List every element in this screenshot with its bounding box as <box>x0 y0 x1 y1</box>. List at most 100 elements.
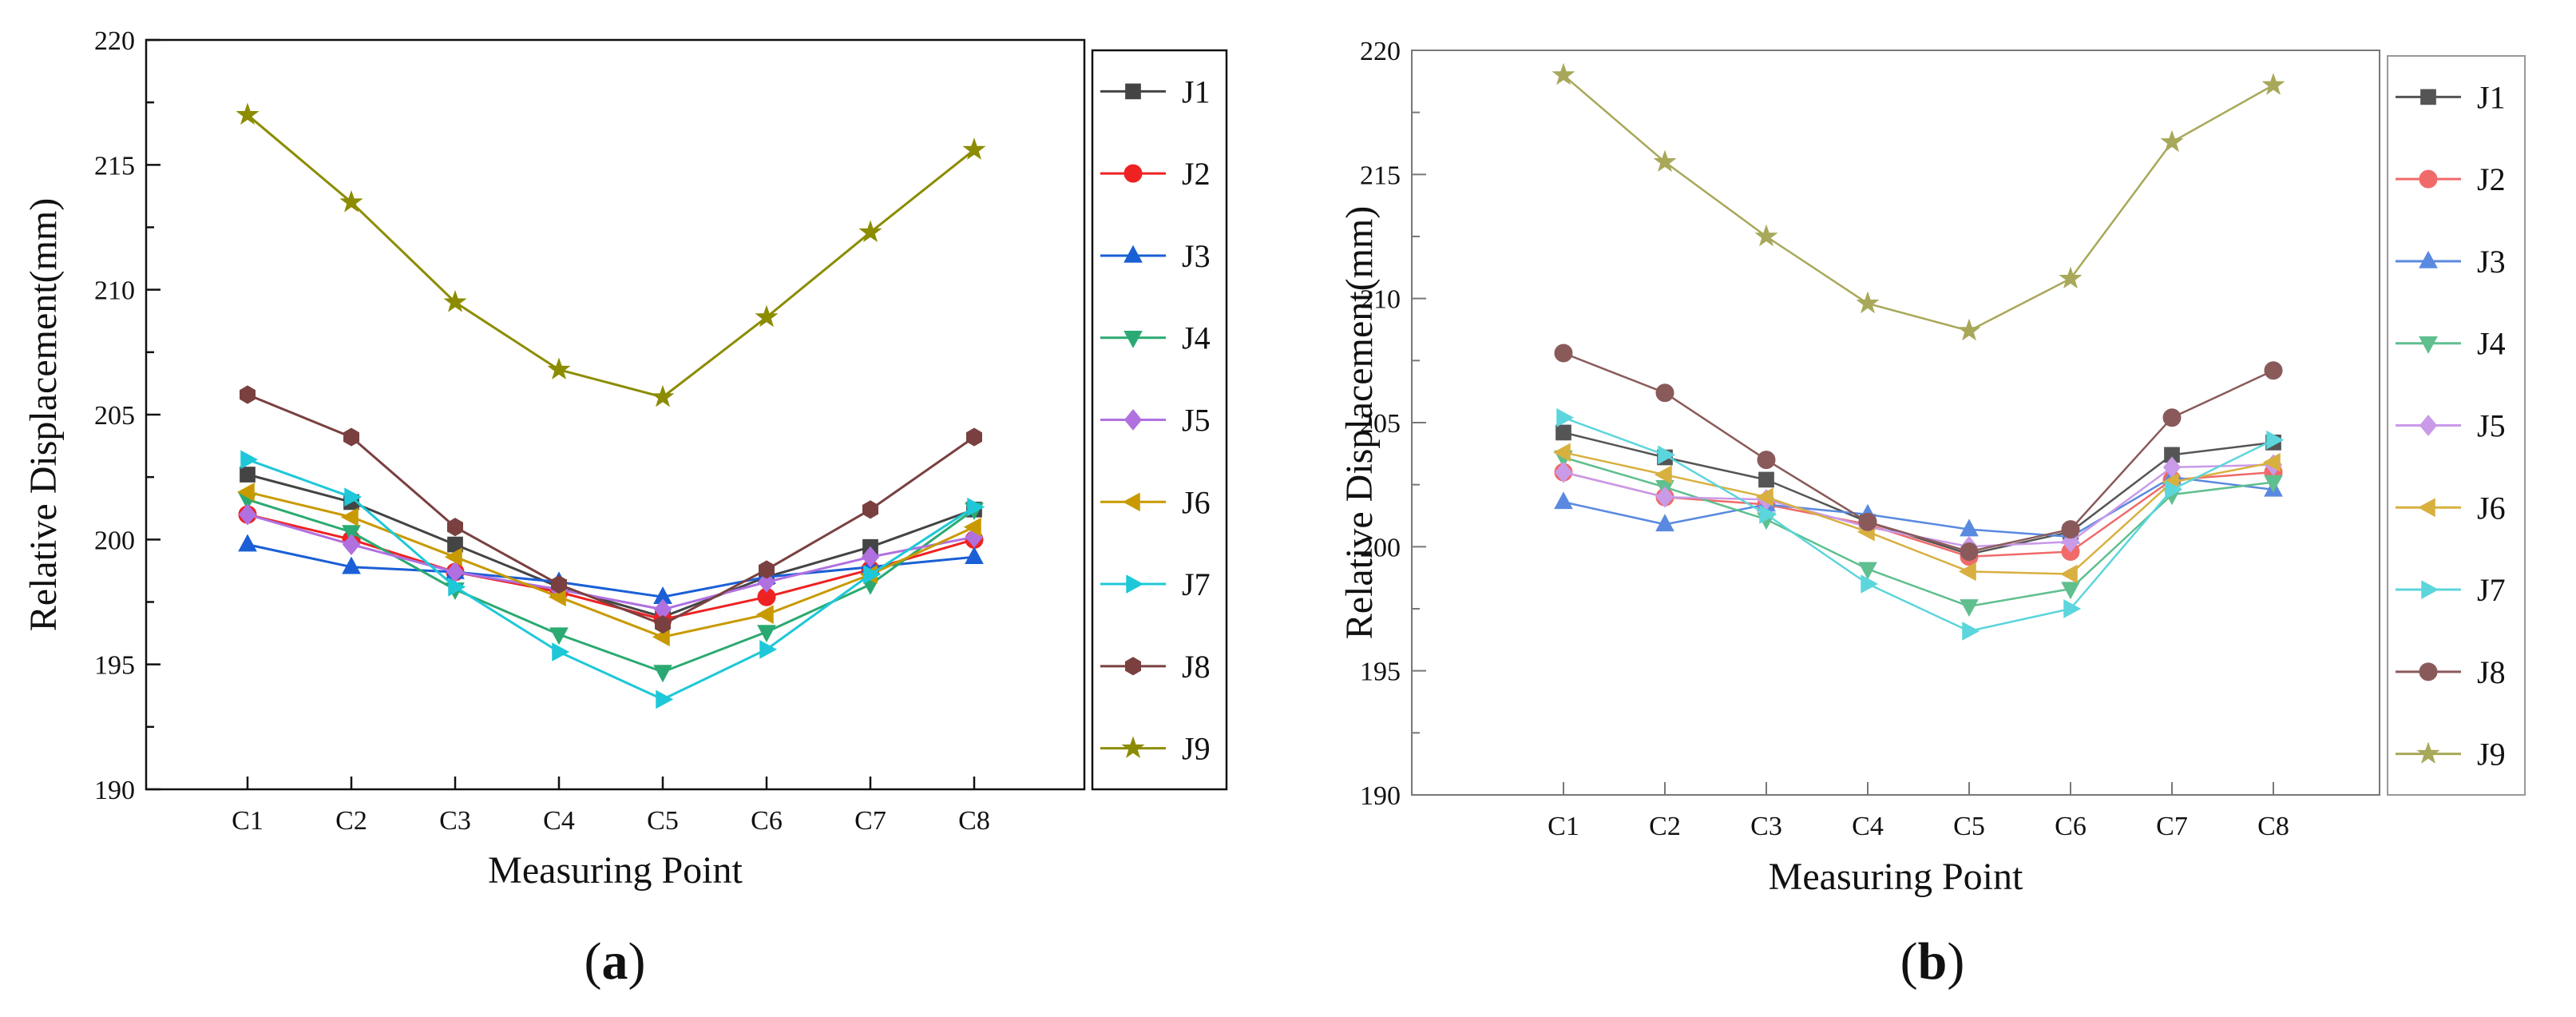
legend-label-a-J5: J5 <box>1182 403 1211 439</box>
data-point-a-J3-C1 <box>238 534 257 552</box>
data-point-b-J8-C3 <box>1757 451 1776 470</box>
y-tick-label-b-205: 205 <box>1360 409 1401 439</box>
panel-label-letter-a: a <box>602 932 628 991</box>
legend-marker-b-J7 <box>2421 580 2439 599</box>
data-point-b-J7-C4 <box>1861 574 1879 594</box>
data-point-b-J3-C2 <box>1655 514 1674 532</box>
x-axis-title-a: Measuring Point <box>488 849 743 892</box>
data-point-a-J5-C2 <box>342 534 361 556</box>
x-tick-label-b-C4: C4 <box>1852 812 1884 841</box>
data-point-a-J6-C8 <box>963 517 981 537</box>
legend-label-b-J9: J9 <box>2477 737 2506 773</box>
data-point-a-J7-C2 <box>344 487 363 507</box>
panel-label-open-b: ( <box>1900 932 1918 991</box>
data-point-a-J7-C7 <box>863 565 882 584</box>
data-point-b-J1-C3 <box>1758 471 1774 488</box>
x-tick-label-b-C3: C3 <box>1750 812 1782 841</box>
data-point-a-J9-C4 <box>547 357 571 380</box>
data-point-a-J7-C1 <box>240 450 259 470</box>
data-point-a-J9-C5 <box>651 384 675 407</box>
x-tick-label-b-C8: C8 <box>2257 812 2289 841</box>
data-point-b-J7-C3 <box>1759 505 1777 524</box>
legend-marker-b-J6 <box>2417 498 2435 518</box>
legend-label-a-J7: J7 <box>1182 566 1211 602</box>
data-point-a-J7-C4 <box>552 642 570 661</box>
data-point-a-J4-C2 <box>342 525 361 543</box>
series-line-b-J7 <box>1563 416 2274 633</box>
data-point-a-J3-C2 <box>342 556 361 574</box>
legend-label-a-J3: J3 <box>1182 238 1211 274</box>
panel-label-open-a: ( <box>585 932 602 991</box>
series-line-a-J6 <box>247 491 975 638</box>
data-point-b-J4-C6 <box>2061 582 2080 600</box>
data-point-b-J7-C8 <box>2266 430 2285 450</box>
series-line-b-J9 <box>1563 74 2274 332</box>
legend-marker-b-J5 <box>2419 415 2438 436</box>
legend-label-a-J1: J1 <box>1182 73 1211 109</box>
y-tick-label-a-205: 205 <box>94 401 135 431</box>
series-line-a-J1 <box>247 473 975 618</box>
x-tick-label-b-C7: C7 <box>2156 812 2188 841</box>
series-line-a-J3 <box>247 543 975 598</box>
legend-label-b-J1: J1 <box>2477 79 2506 115</box>
data-point-b-J7-C7 <box>2165 480 2183 499</box>
x-tick-label-a-C8: C8 <box>958 806 990 836</box>
data-point-b-J6-C6 <box>2059 564 2078 584</box>
data-point-a-J6-C3 <box>444 547 462 567</box>
x-tick-label-b-C1: C1 <box>1548 812 1579 841</box>
data-point-a-J3-C8 <box>965 546 984 564</box>
data-point-a-J8-C7 <box>862 500 878 519</box>
series-line-a-J4 <box>247 498 975 673</box>
y-tick-label-b-195: 195 <box>1360 657 1401 687</box>
x-tick-label-a-C4: C4 <box>543 806 575 836</box>
x-tick-label-a-C2: C2 <box>335 806 367 836</box>
chart-panel-a: 190 195 200 205 210 215 220 C1 C2 C3 C4 C5 C6 C7 C8 Rel… <box>22 26 1228 991</box>
data-point-a-J4-C6 <box>757 625 776 643</box>
data-point-b-J7-C2 <box>1658 445 1676 465</box>
data-point-a-J8-C1 <box>240 385 256 404</box>
legend-label-b-J5: J5 <box>2477 408 2506 444</box>
legend-label-b-J6: J6 <box>2477 490 2506 526</box>
data-point-a-J5-C1 <box>238 503 257 526</box>
legend-label-b-J2: J2 <box>2477 161 2506 197</box>
legend-label-b-J4: J4 <box>2477 326 2506 362</box>
x-tick-label-b-C6: C6 <box>2055 812 2087 841</box>
data-point-b-J1-C1 <box>1556 424 1571 441</box>
legend-marker-a-J9 <box>1121 736 1145 758</box>
y-tick-label-b-220: 220 <box>1360 37 1401 66</box>
data-point-a-J6-C2 <box>340 507 359 527</box>
legend-marker-b-J2 <box>2419 169 2438 189</box>
series-line-a-J8 <box>247 393 975 626</box>
series-line-b-J8 <box>1563 352 2274 553</box>
data-point-a-J7-C6 <box>759 640 778 659</box>
data-point-b-J9-C6 <box>2059 266 2083 289</box>
y-tick-label-b-215: 215 <box>1360 161 1401 190</box>
legend-label-b-J7: J7 <box>2477 572 2506 608</box>
data-point-b-J9-C2 <box>1653 149 1677 173</box>
data-point-b-J4-C8 <box>2264 475 2283 493</box>
panel-label-letter-b: b <box>1918 932 1948 991</box>
data-point-a-J6-C6 <box>755 605 774 624</box>
data-point-a-J7-C5 <box>656 689 674 709</box>
data-point-a-J5-C6 <box>757 571 776 593</box>
legend-label-a-J8: J8 <box>1182 649 1211 685</box>
x-tick-label-a-C6: C6 <box>751 806 783 836</box>
data-point-a-J8-C8 <box>966 427 982 447</box>
legend-label-a-J4: J4 <box>1182 320 1211 356</box>
data-point-b-J9-C4 <box>1856 291 1880 314</box>
y-axis-title-b: Relative Displacement(mm) <box>1338 206 1381 639</box>
x-axis-title-b: Measuring Point <box>1769 856 2023 898</box>
data-point-a-J9-C2 <box>339 189 363 213</box>
chart-panel-b: 190 195 200 205 210 215 220 C1 C2 C3 C4 C5 C6 C7 C8 Rel… <box>1338 37 2526 991</box>
data-point-a-J8-C2 <box>343 427 359 447</box>
data-point-b-J8-C8 <box>2264 361 2283 380</box>
legend-marker-b-J4 <box>2419 336 2438 354</box>
data-point-b-J8-C1 <box>1554 344 1573 363</box>
panel-label-close-b: ) <box>1947 932 1964 991</box>
data-point-b-J3-C1 <box>1554 491 1573 510</box>
data-point-b-J8-C6 <box>2061 520 2080 539</box>
legend-marker-a-J4 <box>1124 330 1143 348</box>
legend-marker-a-J8 <box>1125 657 1141 676</box>
data-point-a-J4-C5 <box>653 665 672 683</box>
